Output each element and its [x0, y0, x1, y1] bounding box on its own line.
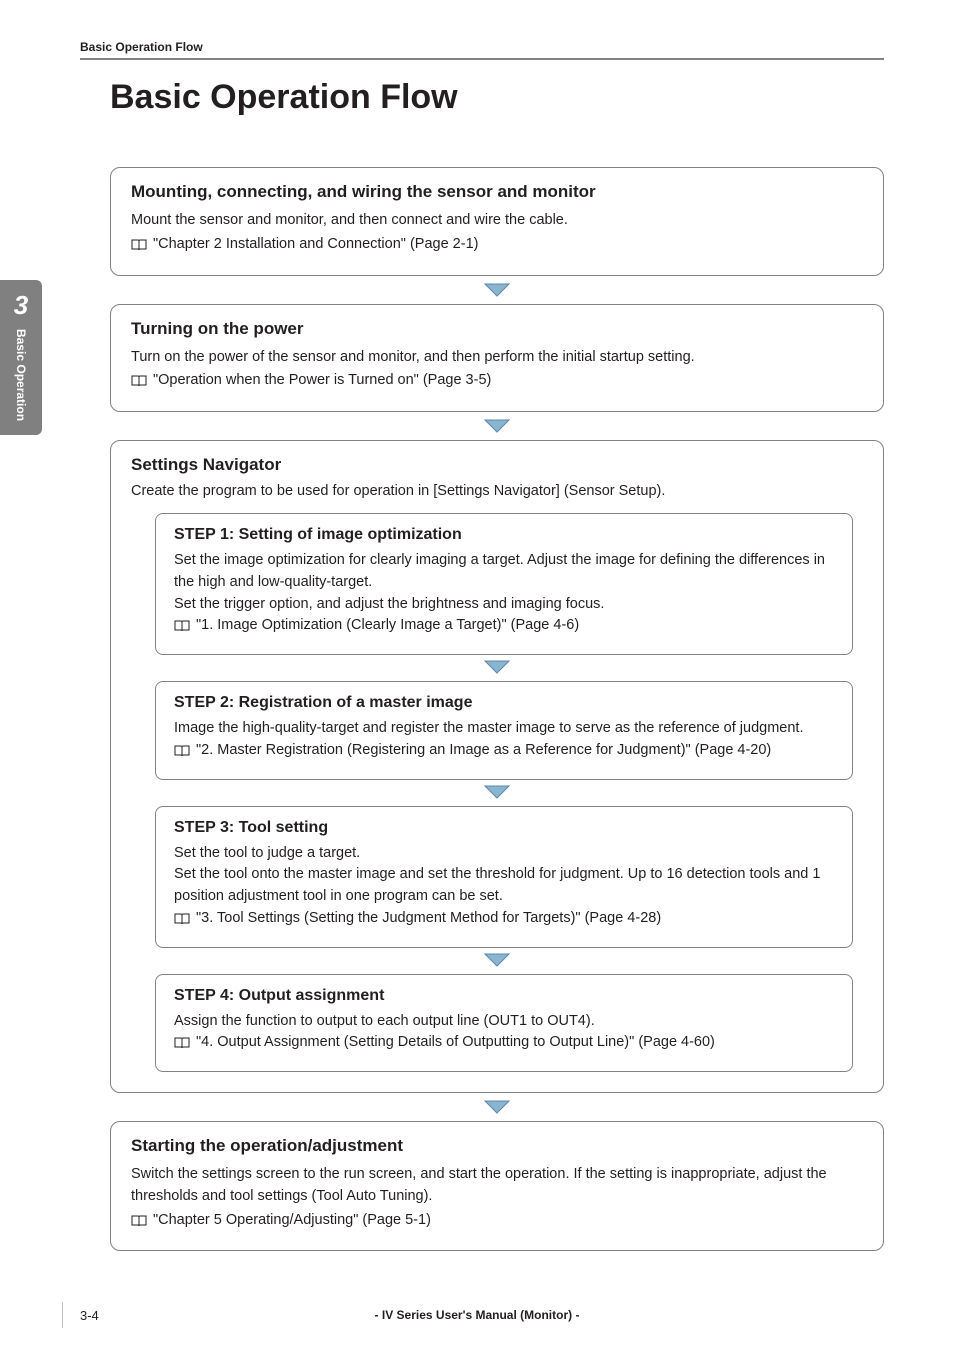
book-icon — [174, 618, 190, 640]
reference-link: "Operation when the Power is Turned on" … — [131, 370, 863, 395]
step-title: STEP 3: Tool setting — [174, 819, 834, 837]
book-icon — [174, 1035, 190, 1057]
arrow-down-icon — [127, 659, 867, 675]
reference-link: "2. Master Registration (Registering an … — [174, 740, 834, 765]
reference-link: "Chapter 5 Operating/Adjusting" (Page 5-… — [131, 1210, 863, 1235]
reference-link: "4. Output Assignment (Setting Details o… — [174, 1032, 834, 1057]
step-title: STEP 4: Output assignment — [174, 987, 834, 1005]
page-title: Basic Operation Flow — [110, 78, 884, 117]
reference-text: "1. Image Optimization (Clearly Image a … — [196, 615, 579, 637]
reference-text: "2. Master Registration (Registering an … — [196, 740, 771, 762]
box-title: Mounting, connecting, and wiring the sen… — [131, 182, 863, 202]
page-footer: 3-4 - IV Series User's Manual (Monitor) … — [0, 1308, 954, 1322]
running-header: Basic Operation Flow — [80, 40, 884, 54]
step-box-4: STEP 4: Output assignment Assign the fun… — [155, 974, 853, 1073]
footer-title: - IV Series User's Manual (Monitor) - — [0, 1308, 954, 1322]
box-title: Settings Navigator — [131, 455, 867, 475]
page-number: 3-4 — [80, 1308, 99, 1323]
box-text: Create the program to be used for operat… — [131, 483, 867, 499]
book-icon — [131, 373, 147, 395]
step-box-2: STEP 2: Registration of a master image I… — [155, 681, 853, 780]
reference-text: "4. Output Assignment (Setting Details o… — [196, 1032, 715, 1054]
step-title: STEP 2: Registration of a master image — [174, 694, 834, 712]
arrow-down-icon — [127, 784, 867, 800]
arrow-down-icon — [110, 282, 884, 298]
step-box-3: STEP 3: Tool setting Set the tool to jud… — [155, 806, 853, 948]
step-text: Set the trigger option, and adjust the b… — [174, 594, 834, 616]
reference-link: "Chapter 2 Installation and Connection" … — [131, 234, 863, 259]
book-icon — [131, 237, 147, 259]
reference-link: "1. Image Optimization (Clearly Image a … — [174, 615, 834, 640]
flow-box-power: Turning on the power Turn on the power o… — [110, 304, 884, 413]
step-text: Set the image optimization for clearly i… — [174, 550, 834, 594]
arrow-down-icon — [127, 952, 867, 968]
box-text: Turn on the power of the sensor and moni… — [131, 347, 863, 369]
header-divider — [80, 58, 884, 60]
box-title: Turning on the power — [131, 319, 863, 339]
book-icon — [174, 911, 190, 933]
reference-link: "3. Tool Settings (Setting the Judgment … — [174, 908, 834, 933]
step-title: STEP 1: Setting of image optimization — [174, 526, 834, 544]
book-icon — [174, 743, 190, 765]
step-text: Assign the function to output to each ou… — [174, 1011, 834, 1033]
box-text: Mount the sensor and monitor, and then c… — [131, 210, 863, 232]
arrow-down-icon — [110, 1099, 884, 1115]
arrow-down-icon — [110, 418, 884, 434]
step-text: Image the high-quality-target and regist… — [174, 718, 834, 740]
step-text: Set the tool to judge a target. — [174, 843, 834, 865]
step-text: Set the tool onto the master image and s… — [174, 864, 834, 908]
box-text: Switch the settings screen to the run sc… — [131, 1164, 863, 1208]
box-title: Starting the operation/adjustment — [131, 1136, 863, 1156]
reference-text: "3. Tool Settings (Setting the Judgment … — [196, 908, 661, 930]
flow-box-settings-navigator: Settings Navigator Create the program to… — [110, 440, 884, 1093]
reference-text: "Chapter 2 Installation and Connection" … — [153, 234, 478, 256]
reference-text: "Operation when the Power is Turned on" … — [153, 370, 491, 392]
book-icon — [131, 1213, 147, 1235]
flow-box-mounting: Mounting, connecting, and wiring the sen… — [110, 167, 884, 276]
flow-box-starting: Starting the operation/adjustment Switch… — [110, 1121, 884, 1251]
reference-text: "Chapter 5 Operating/Adjusting" (Page 5-… — [153, 1210, 431, 1232]
step-box-1: STEP 1: Setting of image optimization Se… — [155, 513, 853, 655]
